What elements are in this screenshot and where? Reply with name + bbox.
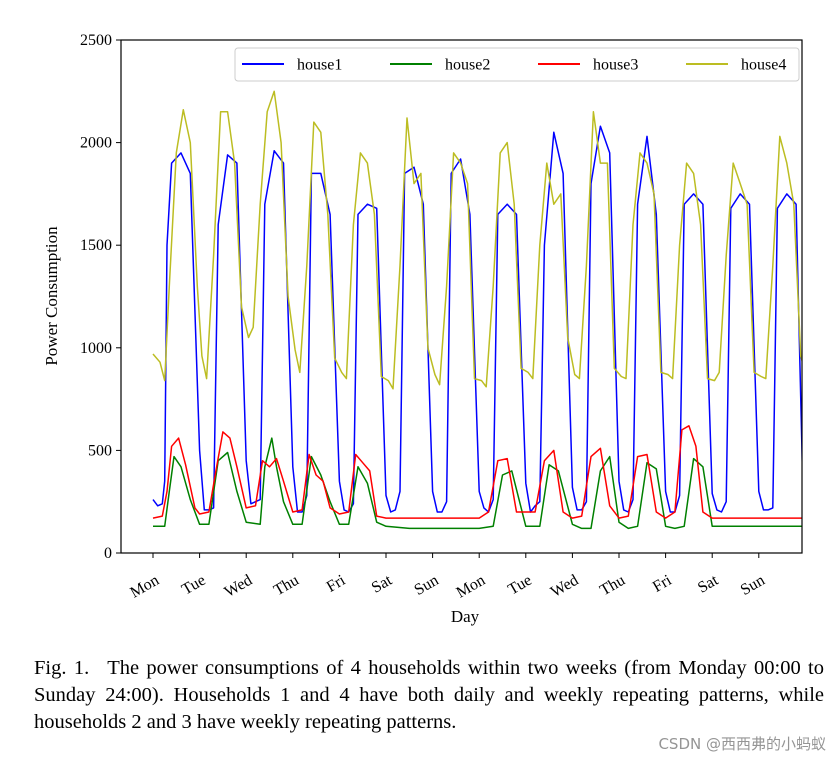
- x-tick-label: Sat: [695, 571, 722, 596]
- legend-label-house4: house4: [741, 57, 786, 74]
- x-tick-label: Fri: [650, 571, 675, 595]
- x-tick-label: Mon: [454, 572, 489, 602]
- y-tick-label: 1000: [80, 340, 112, 357]
- legend-label-house1: house1: [297, 57, 342, 74]
- legend-label-house3: house3: [593, 57, 638, 74]
- x-tick-label: Thu: [597, 572, 628, 600]
- legend-label-house2: house2: [445, 57, 490, 74]
- y-tick-label: 0: [104, 545, 112, 562]
- x-tick-label: Wed: [222, 572, 256, 601]
- line-chart: 0 500 1000 1500 2000 2500 Mon Tue Wed Thu Fri Sat S…: [42, 32, 803, 626]
- x-tick-label: Tue: [505, 572, 535, 599]
- y-axis: 0 500 1000 1500 2000 2500: [80, 32, 121, 562]
- x-tick-label: Thu: [271, 572, 302, 600]
- caption-text: The power consumptions of 4 households w…: [34, 657, 824, 733]
- series-line-house1: [152, 125, 802, 513]
- x-tick-label: Tue: [179, 572, 209, 599]
- y-tick-label: 500: [88, 442, 112, 459]
- plot-frame: [120, 39, 803, 554]
- x-tick-label: Sun: [412, 572, 442, 599]
- series-layer: [152, 90, 802, 530]
- series-line-house4: [152, 90, 802, 390]
- y-axis-label: Power Consumption: [42, 226, 61, 366]
- series-line-house2: [153, 437, 802, 530]
- x-tick-label: Sun: [738, 572, 768, 599]
- x-tick-label: Sat: [369, 571, 396, 596]
- x-tick-label: Mon: [127, 572, 162, 602]
- y-tick-label: 2500: [80, 32, 112, 49]
- x-tick-label: Fri: [324, 571, 349, 595]
- x-axis: Mon Tue Wed Thu Fri Sat Sun Mon Tue Wed Thu Fri Sat S…: [127, 553, 768, 602]
- y-tick-label: 2000: [80, 135, 112, 152]
- legend-box: [234, 47, 800, 82]
- x-tick-label: Wed: [548, 572, 582, 601]
- watermark: CSDN @西西弗的小蚂蚁: [658, 735, 826, 753]
- y-tick-label: 1500: [80, 237, 112, 254]
- caption-label: Fig. 1.: [34, 657, 90, 679]
- series-line-house3: [152, 425, 802, 519]
- x-axis-label: Day: [451, 607, 480, 626]
- legend: house1 house2 house3 house4: [234, 47, 800, 82]
- figure-caption: Fig. 1. The power consumptions of 4 house…: [34, 655, 824, 736]
